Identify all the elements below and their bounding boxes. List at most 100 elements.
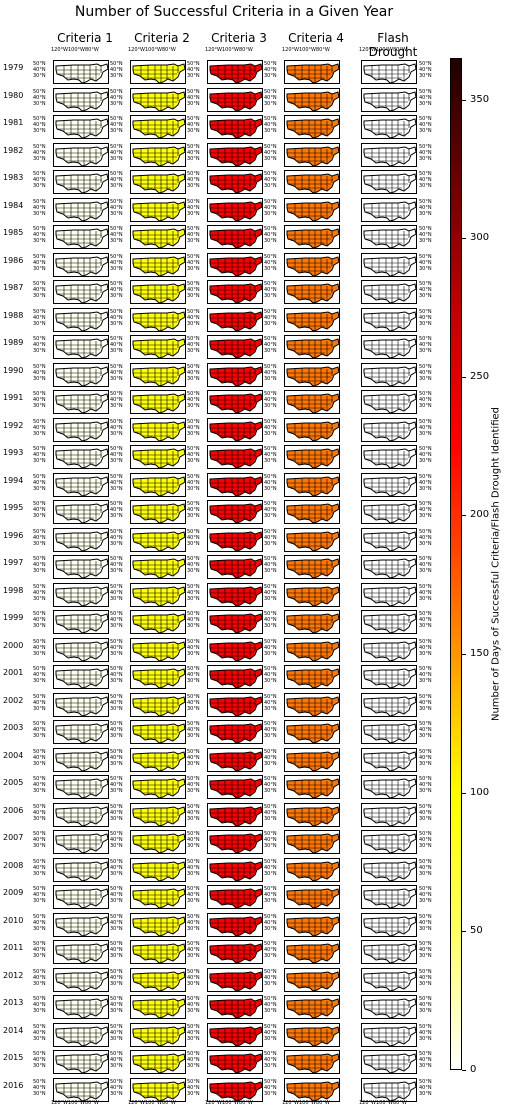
latitude-ticks: 50°N 40°N 30°N xyxy=(33,913,46,932)
map-panel xyxy=(53,142,109,167)
latitude-ticks: 50°N 40°N 30°N xyxy=(187,611,200,629)
map-panel xyxy=(53,637,109,662)
map-panel xyxy=(361,912,417,937)
map-panel xyxy=(207,500,263,524)
map-panel xyxy=(53,362,109,387)
latitude-ticks: 50°N 40°N 30°N xyxy=(110,528,123,547)
map-panel xyxy=(130,115,186,139)
map-panel xyxy=(130,582,186,607)
latitude-ticks: 50°N 40°N 30°N xyxy=(187,776,200,794)
year-label: 1979 xyxy=(3,63,24,72)
map-panel xyxy=(130,830,186,854)
colorbar-tick-label: 100 xyxy=(470,787,490,798)
latitude-ticks: 50°N 40°N 30°N xyxy=(187,556,200,574)
year-label: 2003 xyxy=(3,723,24,732)
map-panel xyxy=(130,940,186,964)
map-panel xyxy=(130,500,186,524)
map-panel xyxy=(207,802,263,827)
map-panel xyxy=(284,1077,340,1102)
year-label: 1987 xyxy=(3,283,24,292)
year-label: 1997 xyxy=(3,558,24,567)
map-panel xyxy=(207,362,263,387)
latitude-ticks: 50°N 40°N 30°N xyxy=(264,556,277,574)
map-panel xyxy=(53,1022,109,1047)
map-panel xyxy=(130,280,186,304)
map-panel xyxy=(361,197,417,222)
year-label: 2011 xyxy=(3,943,24,952)
map-panel xyxy=(130,912,186,937)
map-panel xyxy=(130,307,186,332)
latitude-ticks: 50°N 40°N 30°N xyxy=(264,446,277,464)
latitude-ticks: 50°N 40°N 30°N xyxy=(419,638,432,657)
map-panel xyxy=(207,637,263,662)
year-label: 1995 xyxy=(3,503,24,512)
map-panel xyxy=(207,390,263,414)
latitude-ticks: 50°N 40°N 30°N xyxy=(33,198,46,217)
latitude-ticks: 50°N 40°N 30°N xyxy=(33,88,46,107)
map-panel xyxy=(130,1022,186,1047)
latitude-ticks: 50°N 40°N 30°N xyxy=(264,996,277,1014)
latitude-ticks: 50°N 40°N 30°N xyxy=(264,1051,277,1069)
year-label: 1982 xyxy=(3,145,24,155)
latitude-ticks: 50°N 40°N 30°N xyxy=(419,391,432,409)
map-panel xyxy=(207,60,263,84)
latitude-ticks: 50°N 40°N 30°N xyxy=(187,831,200,849)
latitude-ticks: 50°N 40°N 30°N xyxy=(264,638,277,657)
top-longitude-ticks: 120°W100°W80°W xyxy=(359,47,407,53)
map-panel xyxy=(207,665,263,689)
latitude-ticks: 50°N 40°N 30°N xyxy=(264,968,277,987)
colorbar-tick-label: 150 xyxy=(470,648,490,659)
map-panel xyxy=(207,225,263,249)
map-panel xyxy=(207,1050,263,1074)
column-title: Criteria 3 xyxy=(211,31,267,45)
map-panel xyxy=(130,747,186,772)
latitude-ticks: 50°N 40°N 30°N xyxy=(419,281,432,299)
map-panel xyxy=(130,1050,186,1074)
latitude-ticks: 50°N 40°N 30°N xyxy=(187,171,200,189)
map-panel xyxy=(284,472,340,497)
latitude-ticks: 50°N 40°N 30°N xyxy=(264,1078,277,1097)
latitude-ticks: 50°N 40°N 30°N xyxy=(187,363,200,382)
map-panel xyxy=(53,747,109,772)
latitude-ticks: 50°N 40°N 30°N xyxy=(419,996,432,1014)
colorbar-tick-label: 250 xyxy=(470,371,490,382)
map-panel xyxy=(53,912,109,937)
column-title: Criteria 1 xyxy=(57,31,113,45)
map-panel xyxy=(207,582,263,607)
latitude-ticks: 50°N 40°N 30°N xyxy=(264,363,277,382)
map-panel xyxy=(207,610,263,634)
column-title: Criteria 4 xyxy=(288,31,344,45)
latitude-ticks: 50°N 40°N 30°N xyxy=(264,116,277,134)
map-panel xyxy=(361,995,417,1019)
map-panel xyxy=(284,87,340,112)
top-longitude-ticks: 120°W100°W80°W xyxy=(282,47,330,53)
latitude-ticks: 50°N 40°N 30°N xyxy=(33,171,46,189)
map-panel xyxy=(361,87,417,112)
year-label: 1988 xyxy=(3,310,24,320)
map-panel xyxy=(284,197,340,222)
latitude-ticks: 50°N 40°N 30°N xyxy=(264,171,277,189)
latitude-ticks: 50°N 40°N 30°N xyxy=(419,886,432,904)
latitude-ticks: 50°N 40°N 30°N xyxy=(33,611,46,629)
map-panel xyxy=(207,967,263,992)
latitude-ticks: 50°N 40°N 30°N xyxy=(33,996,46,1014)
latitude-ticks: 50°N 40°N 30°N xyxy=(110,666,123,684)
map-panel xyxy=(130,775,186,799)
map-panel xyxy=(53,555,109,579)
latitude-ticks: 50°N 40°N 30°N xyxy=(187,1051,200,1069)
latitude-ticks: 50°N 40°N 30°N xyxy=(264,253,277,272)
latitude-ticks: 50°N 40°N 30°N xyxy=(187,501,200,519)
latitude-ticks: 50°N 40°N 30°N xyxy=(110,473,123,492)
latitude-ticks: 50°N 40°N 30°N xyxy=(264,88,277,107)
colorbar-tick-mark xyxy=(462,238,466,239)
map-panel xyxy=(284,912,340,937)
year-label: 2002 xyxy=(3,695,24,705)
year-label: 2004 xyxy=(3,750,24,760)
map-panel xyxy=(53,1077,109,1102)
year-label: 1986 xyxy=(3,255,24,265)
map-panel xyxy=(361,1077,417,1102)
latitude-ticks: 50°N 40°N 30°N xyxy=(187,198,200,217)
latitude-ticks: 50°N 40°N 30°N xyxy=(110,996,123,1014)
map-panel xyxy=(130,362,186,387)
colorbar-tick-mark xyxy=(462,931,466,932)
